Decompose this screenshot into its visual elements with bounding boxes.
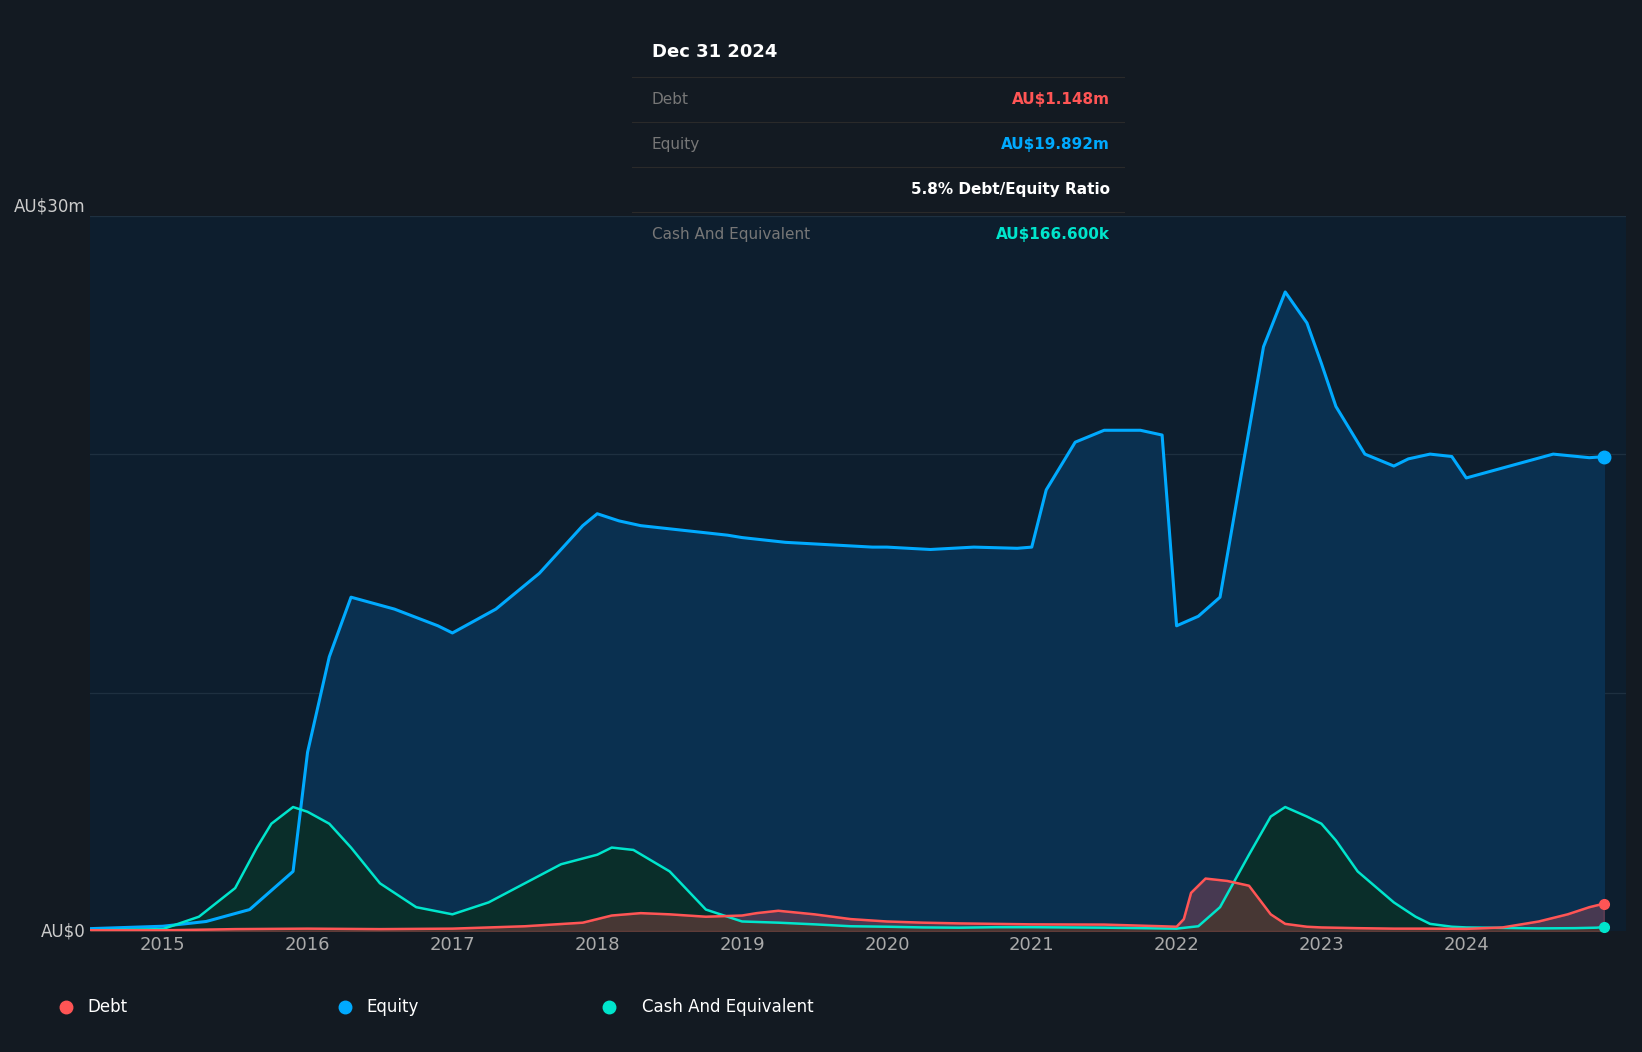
Text: Cash And Equivalent: Cash And Equivalent — [652, 227, 810, 242]
Text: AU$1.148m: AU$1.148m — [1011, 92, 1110, 106]
Text: AU$30m: AU$30m — [15, 198, 85, 216]
Text: Dec 31 2024: Dec 31 2024 — [652, 43, 777, 61]
Text: Equity: Equity — [652, 137, 699, 151]
Text: Debt: Debt — [87, 998, 128, 1016]
Text: AU$19.892m: AU$19.892m — [1002, 137, 1110, 151]
Text: AU$166.600k: AU$166.600k — [997, 227, 1110, 242]
Text: Equity: Equity — [366, 998, 419, 1016]
Text: 5.8% Debt/Equity Ratio: 5.8% Debt/Equity Ratio — [911, 182, 1110, 197]
Text: Debt: Debt — [652, 92, 690, 106]
Text: AU$0: AU$0 — [41, 922, 85, 940]
Text: Cash And Equivalent: Cash And Equivalent — [642, 998, 814, 1016]
